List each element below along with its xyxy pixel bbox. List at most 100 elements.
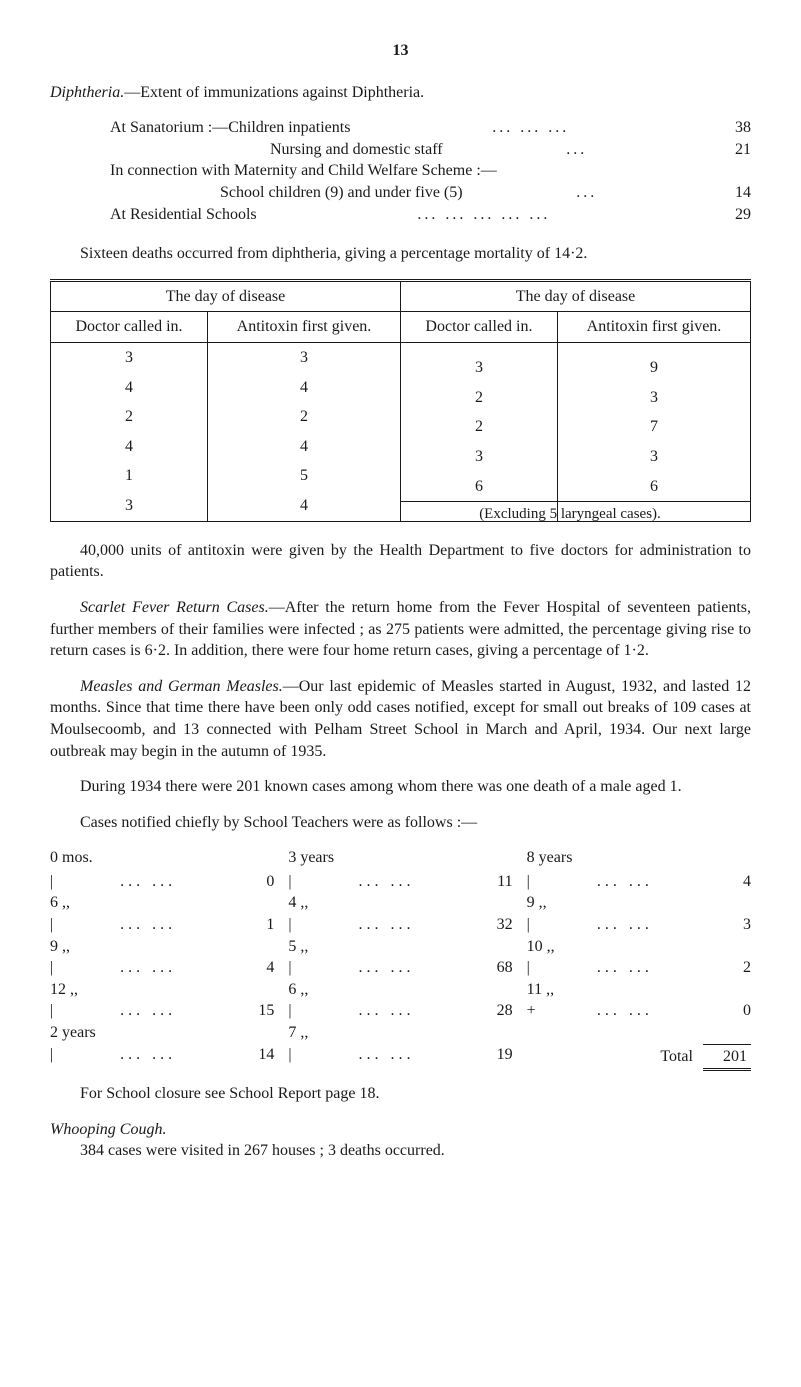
cases-row: +... ...0 <box>527 1000 751 1022</box>
disease-left-block2: 3 4 2 4 5 4 <box>207 342 400 521</box>
bar: | <box>50 914 62 936</box>
diph-line-left: At Residential Schools <box>110 204 257 226</box>
cases-table: 0 mos. |... ...0 6 ,, |... ...1 9 ,, |..… <box>50 847 751 1071</box>
cell: 6 <box>401 472 557 502</box>
cell: 2 <box>401 412 557 442</box>
bar: | <box>288 957 300 979</box>
val: 11 <box>473 871 513 893</box>
dots: ... ... <box>300 957 472 979</box>
label <box>527 1022 531 1044</box>
cases-row: |... ...15 <box>50 1000 274 1022</box>
label: 6 ,, <box>50 892 70 914</box>
label: 10 ,, <box>527 936 555 958</box>
cases-row: 12 ,, <box>50 979 274 1001</box>
label: 12 ,, <box>50 979 78 1001</box>
label: 5 ,, <box>288 936 308 958</box>
bar: | <box>50 871 62 893</box>
dots: ... ... <box>300 1044 472 1066</box>
cases-col-2: 3 years |... ...11 4 ,, |... ...32 5 ,, … <box>288 847 512 1071</box>
diphtheria-section: Diphtheria.—Extent of immunizations agai… <box>50 82 751 226</box>
cases-row: 6 ,, <box>50 892 274 914</box>
diph-line-right: 14 <box>711 182 751 204</box>
val: 19 <box>473 1044 513 1066</box>
dots: ... ... <box>62 871 234 893</box>
bar: | <box>527 871 539 893</box>
bar: | <box>50 1000 62 1022</box>
cases-row: |... ...11 <box>288 871 512 893</box>
val: 68 <box>473 957 513 979</box>
cases-row: |... ...32 <box>288 914 512 936</box>
diph-line-right: 29 <box>711 204 751 226</box>
bar: | <box>50 1044 62 1066</box>
bar: | <box>527 914 539 936</box>
scarlet-para: Scarlet Fever Return Cases.—After the re… <box>50 597 751 662</box>
cell: 3 <box>401 442 557 472</box>
dots: ... ... <box>62 957 234 979</box>
cases-row <box>527 1022 751 1044</box>
cell: 3 <box>558 383 750 413</box>
dots: ... ... <box>62 1044 234 1066</box>
disease-head-left: The day of disease <box>51 280 401 312</box>
dots: ... ... <box>300 1000 472 1022</box>
diph-line-left: In connection with Maternity and Child W… <box>110 160 497 182</box>
diph-line-left: Nursing and domestic staff <box>270 139 443 161</box>
disease-sub-antitoxin-l: Antitoxin first given. <box>207 312 400 343</box>
cell: 9 <box>558 353 750 383</box>
cell: 2 <box>401 383 557 413</box>
whooping-section: Whooping Cough. 384 cases were visited i… <box>50 1119 751 1162</box>
cases-row: 2 years <box>50 1022 274 1044</box>
dots: ... ... <box>300 914 472 936</box>
measles-para: Measles and German Measles.—Our last epi… <box>50 676 751 762</box>
sixteen-val: 14·2. <box>554 245 587 262</box>
cases-row: 9 ,, <box>50 936 274 958</box>
cell: 3 <box>51 343 207 373</box>
bar: | <box>288 914 300 936</box>
bar: | <box>288 1000 300 1022</box>
scarlet-lead: Scarlet Fever Return Cases. <box>80 599 269 616</box>
cell: 3 <box>558 442 750 472</box>
total-value: 201 <box>703 1044 751 1072</box>
cell: 4 <box>208 491 400 521</box>
val: 0 <box>234 871 274 893</box>
disease-left-block: 3 4 2 4 1 3 <box>51 342 208 521</box>
bar: | <box>527 957 539 979</box>
label: 6 ,, <box>288 979 308 1001</box>
cell: 5 <box>208 461 400 491</box>
cases-total: Total 201 <box>527 1044 751 1072</box>
cases-head-1: 0 mos. <box>50 847 274 869</box>
label: 11 ,, <box>527 979 554 1001</box>
disease-sub-doctor-r: Doctor called in. <box>400 312 557 343</box>
dots: ... ... <box>539 914 711 936</box>
val: 14 <box>234 1044 274 1066</box>
cases-row: 10 ,, <box>527 936 751 958</box>
label: 7 ,, <box>288 1022 308 1044</box>
cases-row: |... ...4 <box>50 957 274 979</box>
disease-sub-antitoxin-r: Antitoxin first given. <box>557 312 750 343</box>
diph-line: At Residential Schools ... ... ... ... .… <box>110 204 751 226</box>
cell: 4 <box>208 373 400 403</box>
cell: 4 <box>51 373 207 403</box>
diph-line-left: At Sanatorium :—Children inpatients <box>110 117 350 139</box>
val: 32 <box>473 914 513 936</box>
page-number: 13 <box>50 40 751 62</box>
dots: ... ... <box>539 957 711 979</box>
cases-row: |... ...1 <box>50 914 274 936</box>
sixteen-pre: Sixteen deaths occurred from diphtheria,… <box>80 245 554 262</box>
disease-right-block: 3 2 2 3 6 <box>400 342 557 521</box>
bar: | <box>288 1044 300 1066</box>
cases-row: |... ...14 <box>50 1044 274 1066</box>
cases-row: 4 ,, <box>288 892 512 914</box>
cell: 2 <box>208 402 400 432</box>
cell: 4 <box>208 432 400 462</box>
val: 4 <box>711 871 751 893</box>
bar: | <box>50 957 62 979</box>
diph-line: Nursing and domestic staff ... 21 <box>110 139 751 161</box>
diph-line-dots: ... <box>463 182 711 204</box>
whooping-head: Whooping Cough. <box>50 1119 751 1141</box>
whooping-body: 384 cases were visited in 267 houses ; 3… <box>50 1140 751 1162</box>
diphtheria-heading: Diphtheria.—Extent of immunizations agai… <box>50 82 751 104</box>
disease-sub-doctor-l: Doctor called in. <box>51 312 208 343</box>
label: 2 years <box>50 1022 96 1044</box>
diph-line-right: 38 <box>711 117 751 139</box>
dots: ... ... <box>300 871 472 893</box>
